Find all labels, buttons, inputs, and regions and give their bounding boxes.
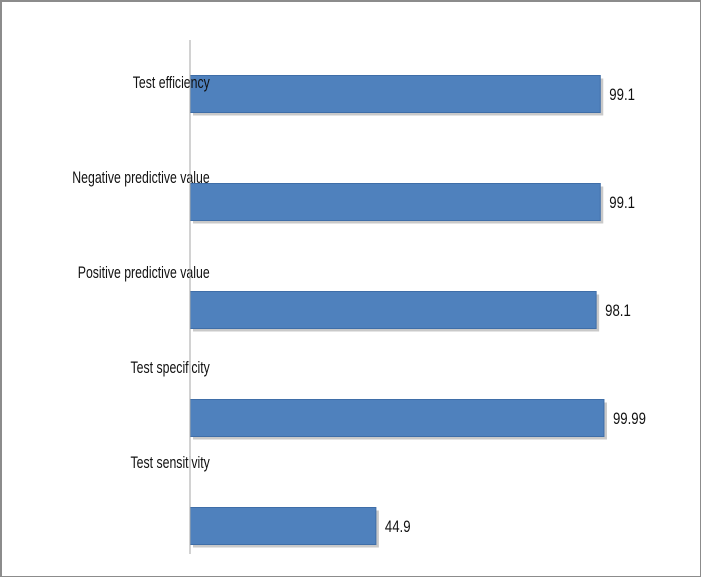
value-label: 99.1 bbox=[609, 86, 635, 105]
bar bbox=[189, 507, 377, 545]
category-label: Test specificity bbox=[131, 359, 211, 377]
category-label: Test efficiency bbox=[133, 74, 211, 92]
category-label: Test sensitivity bbox=[131, 454, 211, 472]
bar bbox=[189, 75, 601, 113]
bar bbox=[189, 399, 605, 437]
value-label: 99.1 bbox=[609, 194, 635, 213]
category-label: Negative predictive value bbox=[72, 169, 209, 187]
bar bbox=[189, 183, 601, 221]
value-label: 99.99 bbox=[613, 410, 646, 429]
value-label: 98.1 bbox=[605, 302, 631, 321]
category-label: Positive predictive value bbox=[78, 264, 210, 282]
bar bbox=[189, 291, 597, 329]
value-label: 44.9 bbox=[385, 518, 411, 537]
